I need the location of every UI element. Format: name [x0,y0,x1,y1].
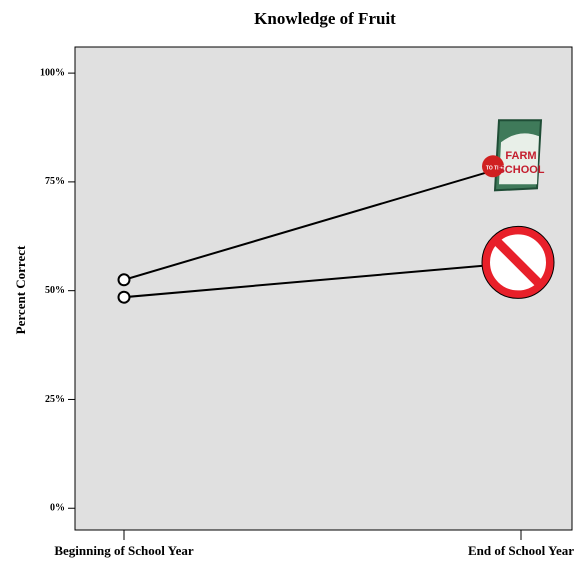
x-tick-label: Beginning of School Year [54,543,194,558]
series-line [123,261,522,299]
x-tick-label: End of School Year [468,543,574,558]
point-marker [117,273,131,287]
chart-title: Knowledge of Fruit [254,9,396,28]
no-sign-bar [494,239,542,286]
point-marker [117,290,131,304]
logo-field [499,133,539,185]
y-tick-label: 100% [40,67,65,78]
plot-area [74,46,573,531]
logo-text: SCHOOL [497,164,544,176]
y-tick-label: 0% [50,503,65,514]
logo-text: FARM [505,150,536,162]
no-sign-edge [481,225,555,299]
logo-text: TO THE [486,166,505,172]
series-line [123,161,522,281]
y-tick-label: 75% [45,176,65,187]
y-tick-label: 25% [45,394,65,405]
logo-apple [482,155,504,178]
control-marker [481,225,555,299]
y-axis-label: Percent Correct [13,245,28,334]
y-tick-label: 50% [45,285,65,296]
